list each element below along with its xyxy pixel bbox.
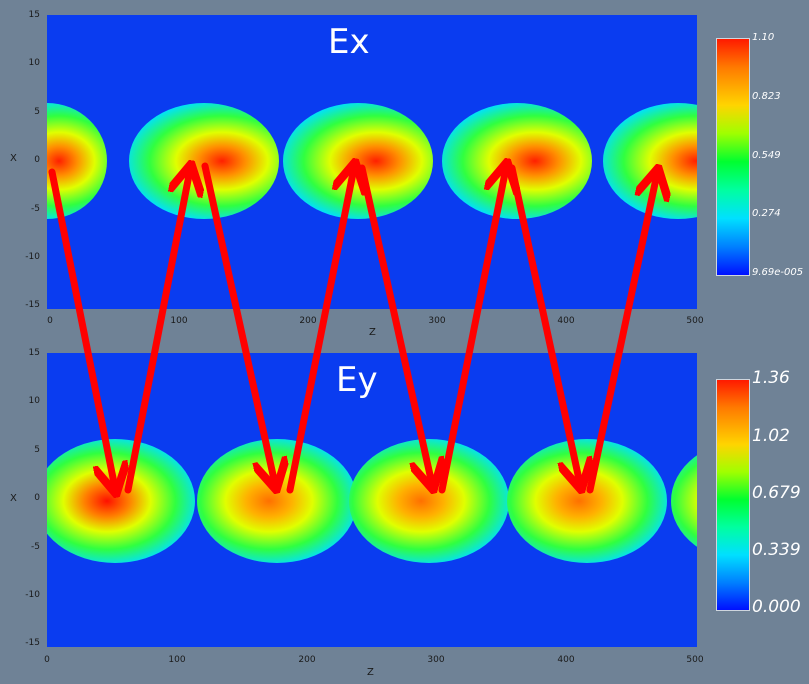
ey-colorbar-label: 0.339: [752, 540, 801, 560]
ey-y-tick: 5: [34, 445, 40, 455]
ex-colorbar: [716, 38, 750, 276]
ey-x-tick: 500: [686, 655, 704, 665]
ex-x-tick: 100: [170, 316, 188, 326]
ey-colorbar-label: 1.36: [752, 368, 790, 388]
ex-x-axis-label: Z: [369, 327, 376, 338]
ex-x-tick: 200: [299, 316, 317, 326]
ex-y-tick: 0: [34, 155, 40, 165]
arrow-up: [124, 170, 190, 494]
ey-colorbar-label: 0.000: [752, 597, 801, 617]
ey-x-axis-label: Z: [367, 667, 374, 678]
ey-field-plot: [47, 353, 697, 647]
ex-x-tick: 0: [47, 316, 53, 326]
ex-colorbar-label: 0.549: [752, 150, 781, 161]
ex-y-axis-label: X: [10, 153, 17, 164]
ey-field-title: Ey: [336, 360, 378, 400]
ex-field-title: Ex: [328, 22, 370, 62]
arrow-down: [48, 168, 115, 488]
ex-y-tick: 5: [34, 107, 40, 117]
arrow-down: [201, 162, 275, 484]
ey-y-tick: 10: [28, 396, 40, 406]
ey-x-tick: 100: [168, 655, 186, 665]
ey-x-tick: 200: [298, 655, 316, 665]
arrow-down: [508, 164, 580, 484]
arrow-up: [438, 168, 506, 494]
ey-y-tick: 15: [28, 348, 40, 358]
ex-colorbar-label: 1.10: [752, 32, 775, 43]
arrow-up: [586, 174, 657, 494]
ex-y-tick: -10: [25, 252, 40, 262]
ey-colorbar-label: 0.679: [752, 483, 801, 503]
ex-y-tick: 15: [28, 10, 40, 20]
ex-y-tick: 10: [28, 58, 40, 68]
arrow-up: [286, 168, 354, 494]
ex-x-tick: 400: [557, 316, 575, 326]
ey-y-tick: -15: [25, 638, 40, 648]
ex-colorbar-label: 9.69e-005: [752, 267, 804, 278]
ey-x-tick: 400: [557, 655, 575, 665]
ex-colorbar-label: 0.274: [752, 208, 781, 219]
ey-y-tick: -10: [25, 590, 40, 600]
ey-x-tick: 300: [427, 655, 445, 665]
ey-colorbar-label: 1.02: [752, 426, 790, 446]
ex-y-tick: -5: [31, 204, 40, 214]
ex-x-tick: 300: [428, 316, 446, 326]
ey-panel: Ey 15 10 5 0 -5 -10 -15 X 0 100 200 300 …: [0, 342, 809, 684]
ex-y-tick: -15: [25, 300, 40, 310]
ey-y-tick: -5: [31, 542, 40, 552]
ey-y-tick: 0: [34, 493, 40, 503]
ex-colorbar-label: 0.823: [752, 91, 781, 102]
ex-x-tick: 500: [686, 316, 704, 326]
ey-y-axis-label: X: [10, 493, 17, 504]
ey-x-tick: 0: [44, 655, 50, 665]
arrow-down: [358, 164, 432, 484]
ey-colorbar: [716, 379, 750, 611]
